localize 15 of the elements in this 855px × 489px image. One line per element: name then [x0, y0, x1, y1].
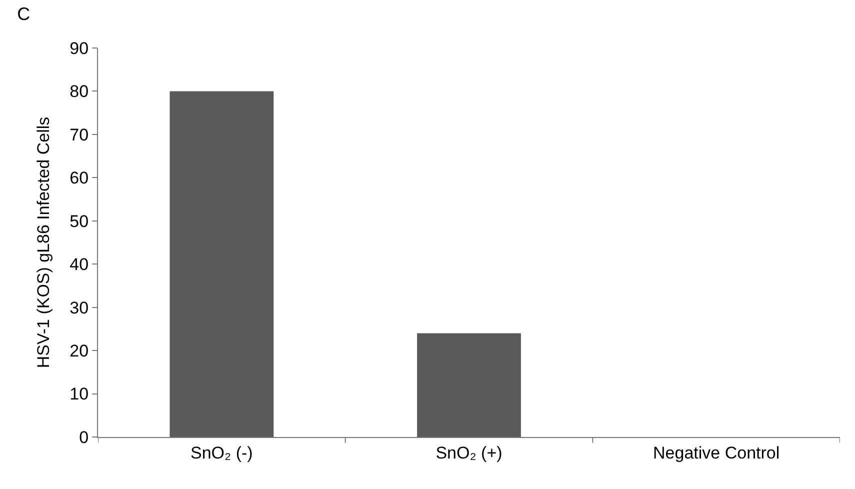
x-tick-label: Negative Control [653, 443, 780, 462]
y-tick-label: 0 [79, 428, 89, 447]
y-tick-label: 70 [70, 125, 89, 144]
y-tick-label: 10 [70, 384, 89, 404]
y-axis-title: HSV-1 (KOS) gL86 Infected Cells [34, 116, 54, 368]
chart-title: C [17, 4, 30, 24]
y-tick-label: 50 [70, 212, 89, 231]
x-tick-label: SnO₂ (+) [436, 443, 502, 462]
x-tick-label: SnO₂ (-) [190, 443, 253, 462]
y-tick-label: 20 [70, 342, 89, 361]
y-tick-label: 30 [70, 298, 89, 318]
y-tick-label: 60 [70, 168, 89, 188]
y-tick-label: 80 [70, 82, 89, 102]
y-tick-label: 40 [70, 255, 89, 274]
y-tick-label: 90 [70, 38, 89, 58]
